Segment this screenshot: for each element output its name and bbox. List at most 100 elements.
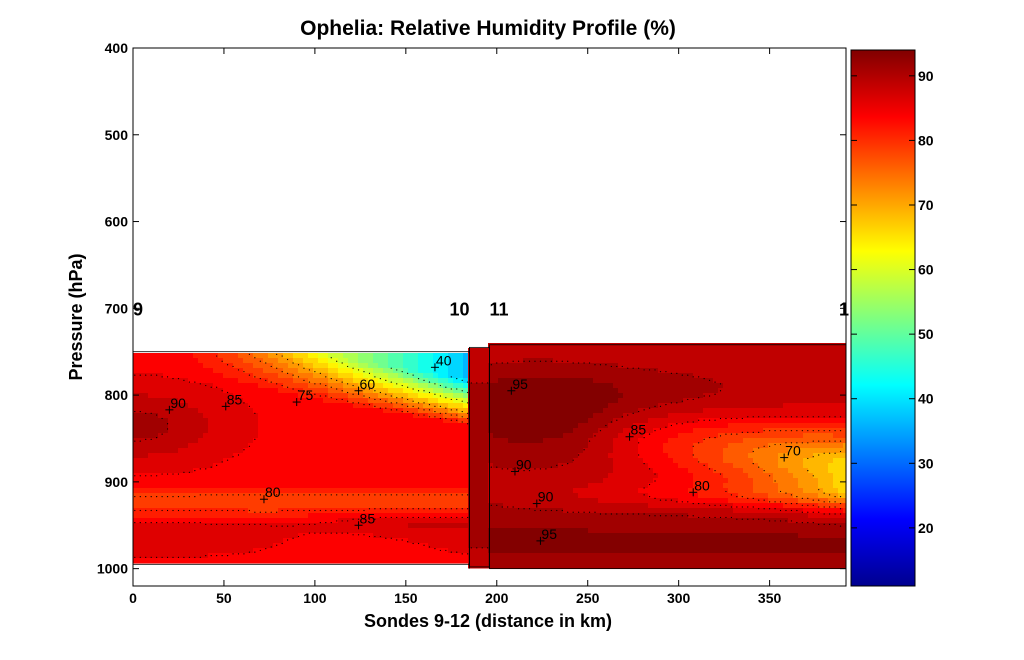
field-cell	[473, 553, 479, 559]
field-cell	[648, 523, 654, 529]
field-cell	[393, 558, 399, 564]
field-cell	[493, 383, 499, 389]
field-cell	[653, 503, 659, 509]
field-cell	[243, 383, 249, 389]
field-cell	[213, 508, 219, 514]
field-cell	[458, 413, 464, 419]
field-cell	[438, 528, 444, 534]
field-cell	[618, 413, 624, 419]
field-cell	[648, 398, 654, 404]
field-cell	[558, 413, 564, 419]
field-cell	[188, 473, 194, 479]
field-cell	[418, 408, 424, 414]
field-cell	[643, 403, 649, 409]
field-cell	[678, 353, 684, 359]
field-cell	[583, 363, 589, 369]
field-cell	[188, 403, 194, 409]
field-cell	[313, 448, 319, 454]
field-cell	[673, 353, 679, 359]
field-cell	[188, 428, 194, 434]
field-cell	[378, 428, 384, 434]
field-cell	[438, 358, 444, 364]
field-cell	[548, 423, 554, 429]
field-cell	[413, 558, 419, 564]
field-cell	[608, 493, 614, 499]
field-cell	[353, 423, 359, 429]
field-cell	[618, 458, 624, 464]
field-cell	[223, 468, 229, 474]
field-cell	[668, 488, 674, 494]
field-cell	[478, 543, 484, 549]
field-cell	[173, 558, 179, 564]
field-cell	[353, 538, 359, 544]
field-cell	[283, 358, 289, 364]
field-cell	[648, 388, 654, 394]
field-cell	[143, 478, 149, 484]
field-cell	[663, 413, 669, 419]
field-cell	[153, 358, 159, 364]
field-cell	[553, 428, 559, 434]
field-cell	[698, 483, 704, 489]
field-cell	[418, 483, 424, 489]
field-cell	[548, 443, 554, 449]
field-cell	[618, 418, 624, 424]
field-cell	[488, 498, 494, 504]
field-cell	[193, 493, 199, 499]
field-cell	[588, 378, 594, 384]
field-cell	[473, 558, 479, 564]
field-cell	[628, 533, 634, 539]
field-cell	[238, 458, 244, 464]
field-cell	[158, 428, 164, 434]
field-cell	[333, 393, 339, 399]
field-cell	[583, 448, 589, 454]
field-cell	[243, 413, 249, 419]
field-cell	[168, 528, 174, 534]
field-cell	[138, 408, 144, 414]
field-cell	[318, 443, 324, 449]
field-cell	[533, 468, 539, 474]
field-cell	[258, 473, 264, 479]
field-cell	[318, 363, 324, 369]
field-cell	[683, 498, 689, 504]
field-cell	[558, 553, 564, 559]
field-cell	[223, 538, 229, 544]
field-cell	[268, 548, 274, 554]
field-cell	[678, 358, 684, 364]
field-cell	[328, 373, 334, 379]
field-cell	[428, 438, 434, 444]
field-cell	[338, 403, 344, 409]
field-cell	[368, 528, 374, 534]
field-cell	[518, 428, 524, 434]
field-cell	[483, 473, 489, 479]
field-cell	[503, 428, 509, 434]
field-cell	[273, 368, 279, 374]
field-cell	[583, 498, 589, 504]
field-cell	[648, 353, 654, 359]
field-cell	[688, 378, 694, 384]
field-cell	[658, 378, 664, 384]
field-cell	[328, 498, 334, 504]
field-cell	[263, 353, 269, 359]
field-cell	[668, 363, 674, 369]
field-cell	[388, 418, 394, 424]
field-cell	[248, 423, 254, 429]
field-cell	[253, 368, 259, 374]
field-cell	[653, 493, 659, 499]
field-cell	[703, 478, 709, 484]
field-cell	[588, 513, 594, 519]
field-cell	[323, 363, 329, 369]
field-cell	[543, 543, 549, 549]
field-cell	[298, 398, 304, 404]
field-cell	[328, 358, 334, 364]
field-cell	[568, 563, 574, 569]
field-cell	[198, 408, 204, 414]
field-cell	[503, 408, 509, 414]
field-cell	[638, 508, 644, 514]
field-cell	[533, 548, 539, 554]
field-cell	[388, 523, 394, 529]
field-cell	[678, 343, 684, 349]
field-cell	[563, 538, 569, 544]
field-cell	[598, 473, 604, 479]
field-cell	[643, 348, 649, 354]
field-cell	[393, 533, 399, 539]
